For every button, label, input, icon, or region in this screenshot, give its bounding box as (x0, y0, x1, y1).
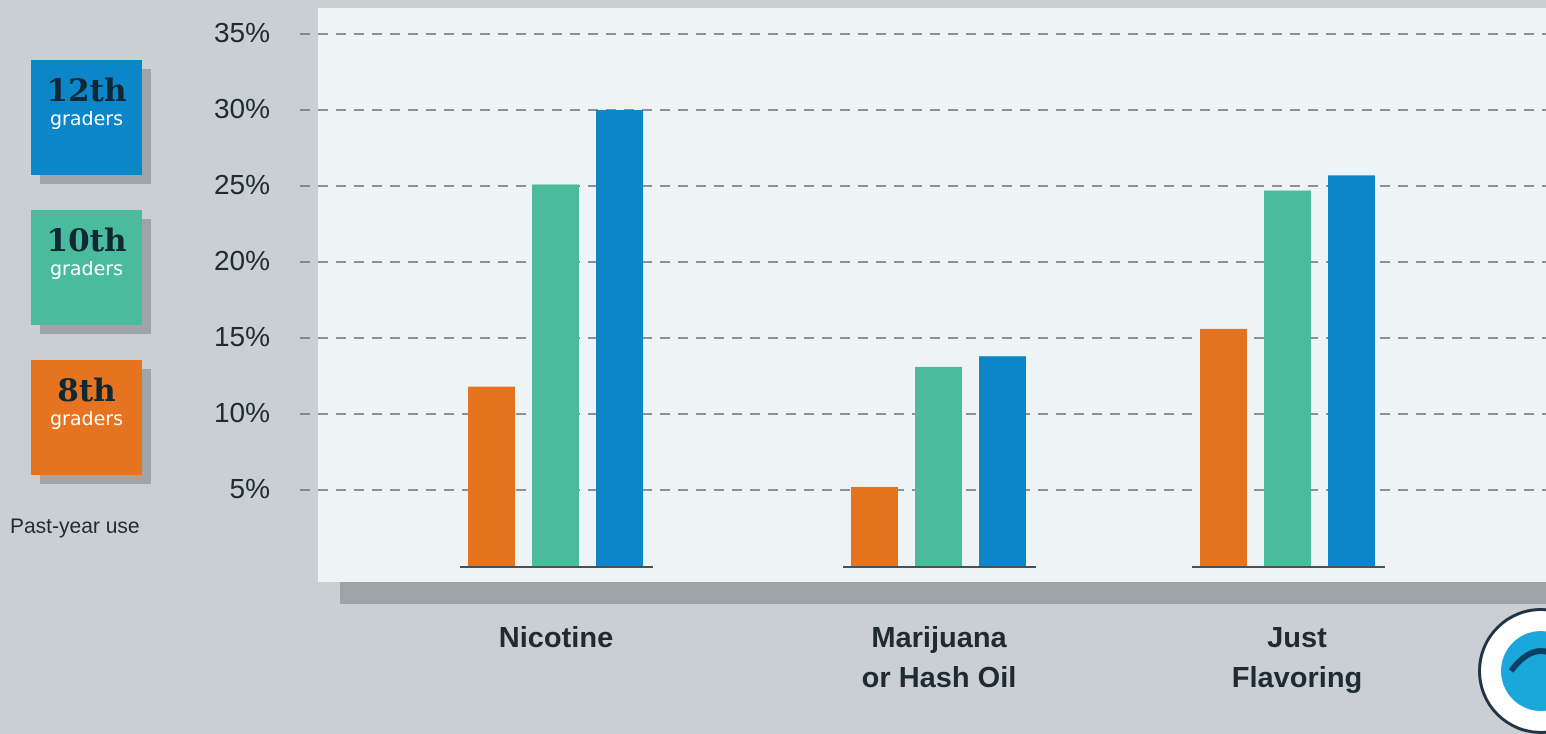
legend-note: Past-year use (10, 515, 140, 538)
y-tick-label: 5% (229, 473, 270, 504)
x-category-label: Just Flavoring (1231, 622, 1363, 694)
legend-12th-sub: graders (50, 108, 123, 130)
y-tick-label: 20% (213, 245, 270, 276)
y-tick-label: 35% (213, 17, 270, 48)
bar (979, 356, 1026, 566)
legend-10th-sub: graders (50, 258, 123, 280)
bar (468, 386, 515, 566)
legend-8th-graders: 8th graders (31, 360, 142, 475)
bar (596, 110, 643, 566)
legend-8th-sub: graders (50, 408, 123, 430)
legend-10th-label: 10th (46, 223, 127, 259)
bar (851, 486, 898, 566)
legend-12th-graders: 12th graders (31, 60, 142, 175)
x-category-label: Marijuana or Hash Oil (861, 622, 1017, 694)
bar-chart (300, 33, 1546, 568)
bar (1328, 175, 1375, 567)
y-tick-label: 15% (213, 321, 270, 352)
legend-12th-label: 12th (46, 73, 127, 109)
bar (532, 184, 579, 567)
bar (1200, 328, 1247, 566)
x-category-label: Nicotine (498, 622, 614, 654)
y-tick-label: 10% (213, 397, 270, 428)
bar (915, 366, 962, 566)
y-tick-label: 30% (213, 93, 270, 124)
legend-10th-graders: 10th graders (31, 210, 142, 325)
bar (1264, 190, 1311, 566)
y-tick-label: 25% (213, 169, 270, 200)
legend-8th-label: 8th (57, 373, 116, 409)
